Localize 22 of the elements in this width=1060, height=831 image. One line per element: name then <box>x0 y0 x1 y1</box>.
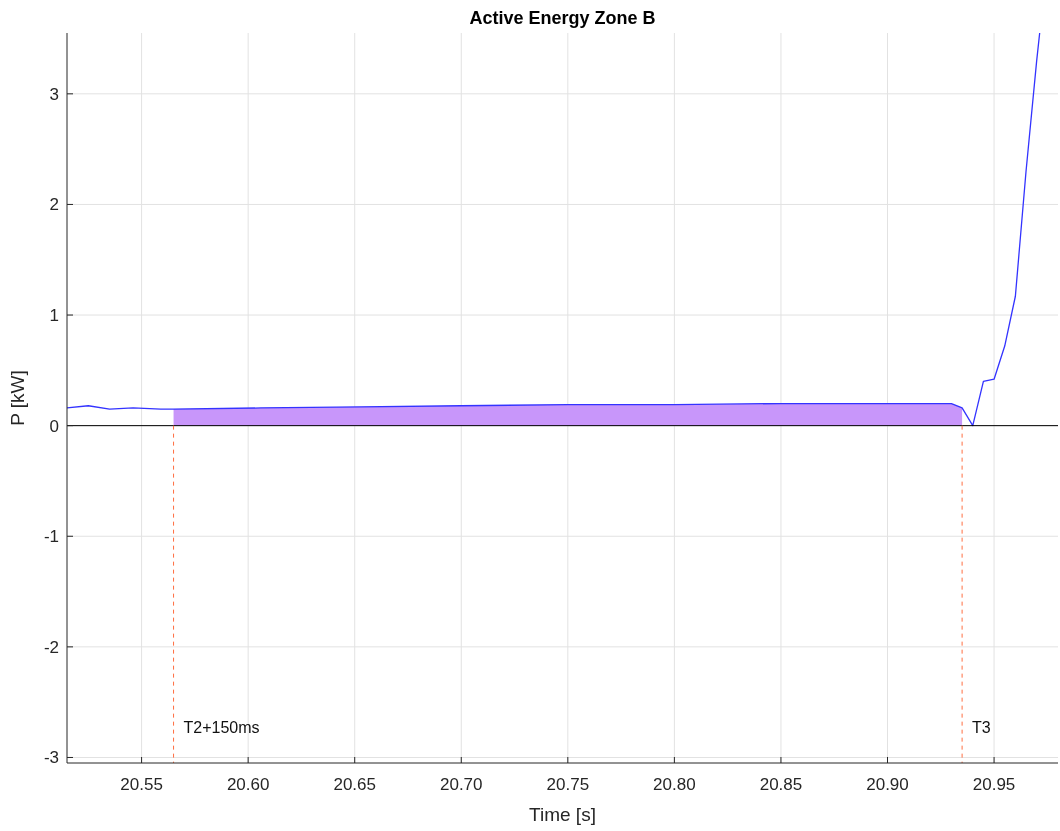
line-series <box>66 32 1041 427</box>
ref-line-label: T2+150ms <box>183 719 260 736</box>
x-tick-label: 20.80 <box>653 775 696 794</box>
x-tick-label: 20.65 <box>333 775 376 794</box>
x-tick-label: 20.75 <box>546 775 590 794</box>
y-tick-label: -2 <box>43 637 59 657</box>
x-axis-title: Time [s] <box>529 804 596 825</box>
chart-title: Active Energy Zone B <box>469 8 656 28</box>
y-tick-label: 3 <box>49 84 59 104</box>
x-tick-label: 20.70 <box>440 775 483 794</box>
x-tick-label: 20.60 <box>226 775 270 794</box>
y-axis-title: P [kW] <box>7 370 28 426</box>
x-tick-label: 20.55 <box>120 775 163 794</box>
x-tick-label: 20.95 <box>972 775 1016 794</box>
x-tick-label: 20.85 <box>759 775 803 794</box>
y-tick-label: -1 <box>43 527 59 547</box>
y-tick-label: 2 <box>49 195 59 215</box>
y-tick-label: -3 <box>43 748 59 768</box>
y-tick-label: 1 <box>49 306 59 326</box>
y-tick-label: 0 <box>49 416 59 436</box>
ref-line-label: T3 <box>972 719 991 736</box>
x-tick-label: 20.90 <box>866 775 909 794</box>
